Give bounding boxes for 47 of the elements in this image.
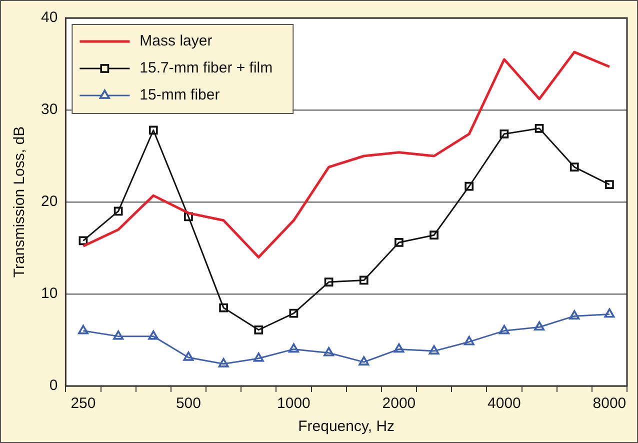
point xyxy=(359,276,368,285)
point xyxy=(148,330,159,340)
point xyxy=(500,129,509,138)
legend-label: 15-mm fiber xyxy=(140,86,220,104)
point xyxy=(464,182,474,191)
point xyxy=(464,336,474,346)
point xyxy=(183,352,194,361)
point xyxy=(324,278,334,286)
point xyxy=(394,238,404,247)
y-tick-label: 40 xyxy=(40,9,58,26)
x-axis-title: Frequency, Hz xyxy=(298,418,395,436)
point xyxy=(534,124,544,133)
point xyxy=(394,343,404,353)
x-tick-label: 2000 xyxy=(382,395,416,412)
point xyxy=(253,352,264,362)
x-tick-label: 250 xyxy=(70,395,96,412)
point xyxy=(218,358,229,368)
x-tick-label: 1000 xyxy=(277,395,310,412)
point xyxy=(358,356,370,366)
legend-label: 15.7-mm fiber + film xyxy=(140,60,273,77)
point xyxy=(113,330,124,340)
x-tick-label: 8000 xyxy=(592,395,626,412)
point xyxy=(288,343,299,353)
point xyxy=(534,321,545,331)
point xyxy=(569,310,580,320)
point xyxy=(254,325,264,334)
point xyxy=(219,303,228,312)
point xyxy=(498,324,510,334)
y-tick-label: 20 xyxy=(40,193,58,210)
point xyxy=(430,230,438,240)
point xyxy=(78,324,88,334)
point xyxy=(605,180,614,189)
point xyxy=(604,308,615,318)
x-tick-label: 500 xyxy=(176,395,201,412)
x-tick-label: 4000 xyxy=(488,395,521,412)
point xyxy=(148,126,158,135)
y-tick-label: 10 xyxy=(40,285,58,302)
y-axis-title: Transmission Loss, dB xyxy=(11,126,28,278)
point xyxy=(114,206,123,216)
y-tick-label: 0 xyxy=(49,377,58,394)
point xyxy=(324,346,334,356)
y-tick-label: 30 xyxy=(40,101,58,118)
point xyxy=(428,345,440,354)
legend-label: Mass layer xyxy=(140,32,212,50)
point xyxy=(570,162,579,172)
point xyxy=(78,236,88,246)
point xyxy=(289,308,298,318)
